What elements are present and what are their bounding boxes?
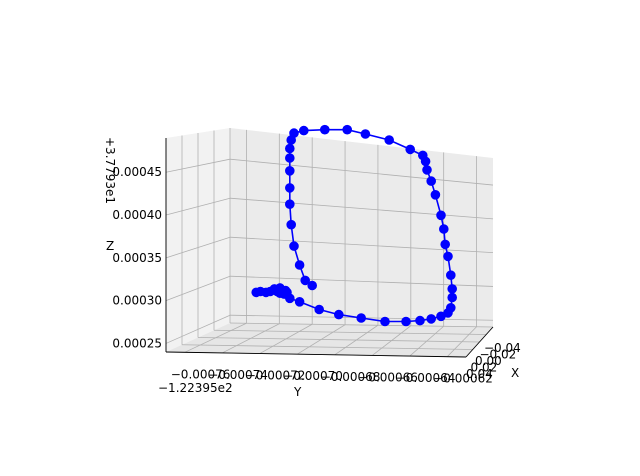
z-tick-label: 0.00035 — [112, 251, 162, 265]
data-point — [443, 251, 453, 262]
data-point — [439, 224, 449, 234]
data-point — [294, 297, 305, 307]
data-point — [307, 280, 318, 291]
data-point — [380, 316, 390, 327]
x-tick-label: −0.02 — [480, 348, 517, 362]
data-point — [446, 270, 456, 281]
data-point — [426, 314, 437, 324]
data-point — [447, 284, 458, 294]
data-point — [334, 309, 344, 320]
data-point — [285, 143, 295, 154]
y-tick-label: −0.00076 — [171, 367, 231, 381]
data-point — [300, 275, 311, 286]
data-point — [285, 199, 295, 209]
y-tick-label: −0.00064 — [396, 371, 456, 385]
data-point — [314, 304, 325, 315]
data-point — [436, 210, 446, 221]
y-axis-label: Y — [293, 385, 302, 399]
data-point — [342, 124, 353, 135]
z-axis-label: Z — [106, 239, 114, 253]
data-point — [299, 125, 309, 136]
y-axis-offset: −1.22395e2 — [158, 381, 233, 395]
z-grid-back-3 — [229, 197, 494, 220]
back-pane — [230, 128, 493, 327]
data-point — [285, 293, 295, 304]
x-grid-floor-2 — [197, 337, 480, 343]
data-point — [294, 260, 305, 270]
x-grid-floor-3 — [181, 344, 473, 350]
data-point — [286, 135, 297, 145]
z-grid-back-4 — [229, 158, 494, 186]
data-point — [447, 292, 458, 303]
data-point — [415, 315, 425, 326]
x-tick-label: 0.04 — [466, 367, 493, 381]
y-tick-label: −0.00074 — [208, 368, 268, 382]
x-axis-label: X — [511, 366, 519, 380]
data-point — [285, 183, 295, 193]
y-tick-label: −0.00062 — [433, 372, 493, 386]
data-point — [356, 313, 367, 323]
x-grid-floor-0 — [229, 322, 494, 328]
z-tick-label: 0.00040 — [112, 208, 162, 222]
z-tick-label: 0.00045 — [112, 165, 162, 179]
x-axis-line — [465, 326, 494, 358]
z-tick-label: 0.00030 — [112, 294, 162, 308]
data-point — [289, 241, 299, 251]
z-axis-offset: +3.7793e1 — [103, 137, 117, 204]
y-tick-label: −0.00068 — [321, 370, 381, 384]
y-tick-label: −0.00070 — [283, 369, 343, 383]
data-point — [401, 316, 411, 327]
data-point — [426, 176, 437, 186]
chart-axes: 0.00025 0.00030 0.00035 0.00040 0.00045 −0.00… — [112, 138, 521, 386]
y-tick-label: −0.00072 — [246, 369, 306, 383]
data-point — [440, 239, 451, 250]
data-point — [285, 166, 295, 176]
x-grid-floor-1 — [213, 329, 487, 335]
z-grid-back-1 — [229, 275, 494, 287]
data-point — [405, 144, 416, 155]
data-point — [285, 153, 295, 163]
data-point — [422, 165, 432, 175]
x-tick-label: 0.02 — [471, 361, 498, 375]
x-tick-label: −0.04 — [484, 341, 521, 355]
z-tick-label: 0.00025 — [112, 336, 162, 350]
z-grid-back-2 — [229, 236, 494, 254]
data-point — [320, 124, 330, 135]
data-point — [286, 219, 297, 230]
data-point — [384, 135, 395, 145]
data-point — [360, 129, 371, 139]
data-point — [418, 150, 428, 161]
data-point — [430, 190, 441, 200]
data-point — [446, 303, 456, 313]
y-axis-line — [165, 351, 467, 358]
x-tick-label: 0.00 — [475, 354, 502, 368]
y-tick-label: −0.00066 — [358, 370, 418, 384]
chart-labels: X Y Z −1.22395e2 +3.7793e1 — [103, 137, 519, 399]
chart-series — [251, 124, 458, 327]
